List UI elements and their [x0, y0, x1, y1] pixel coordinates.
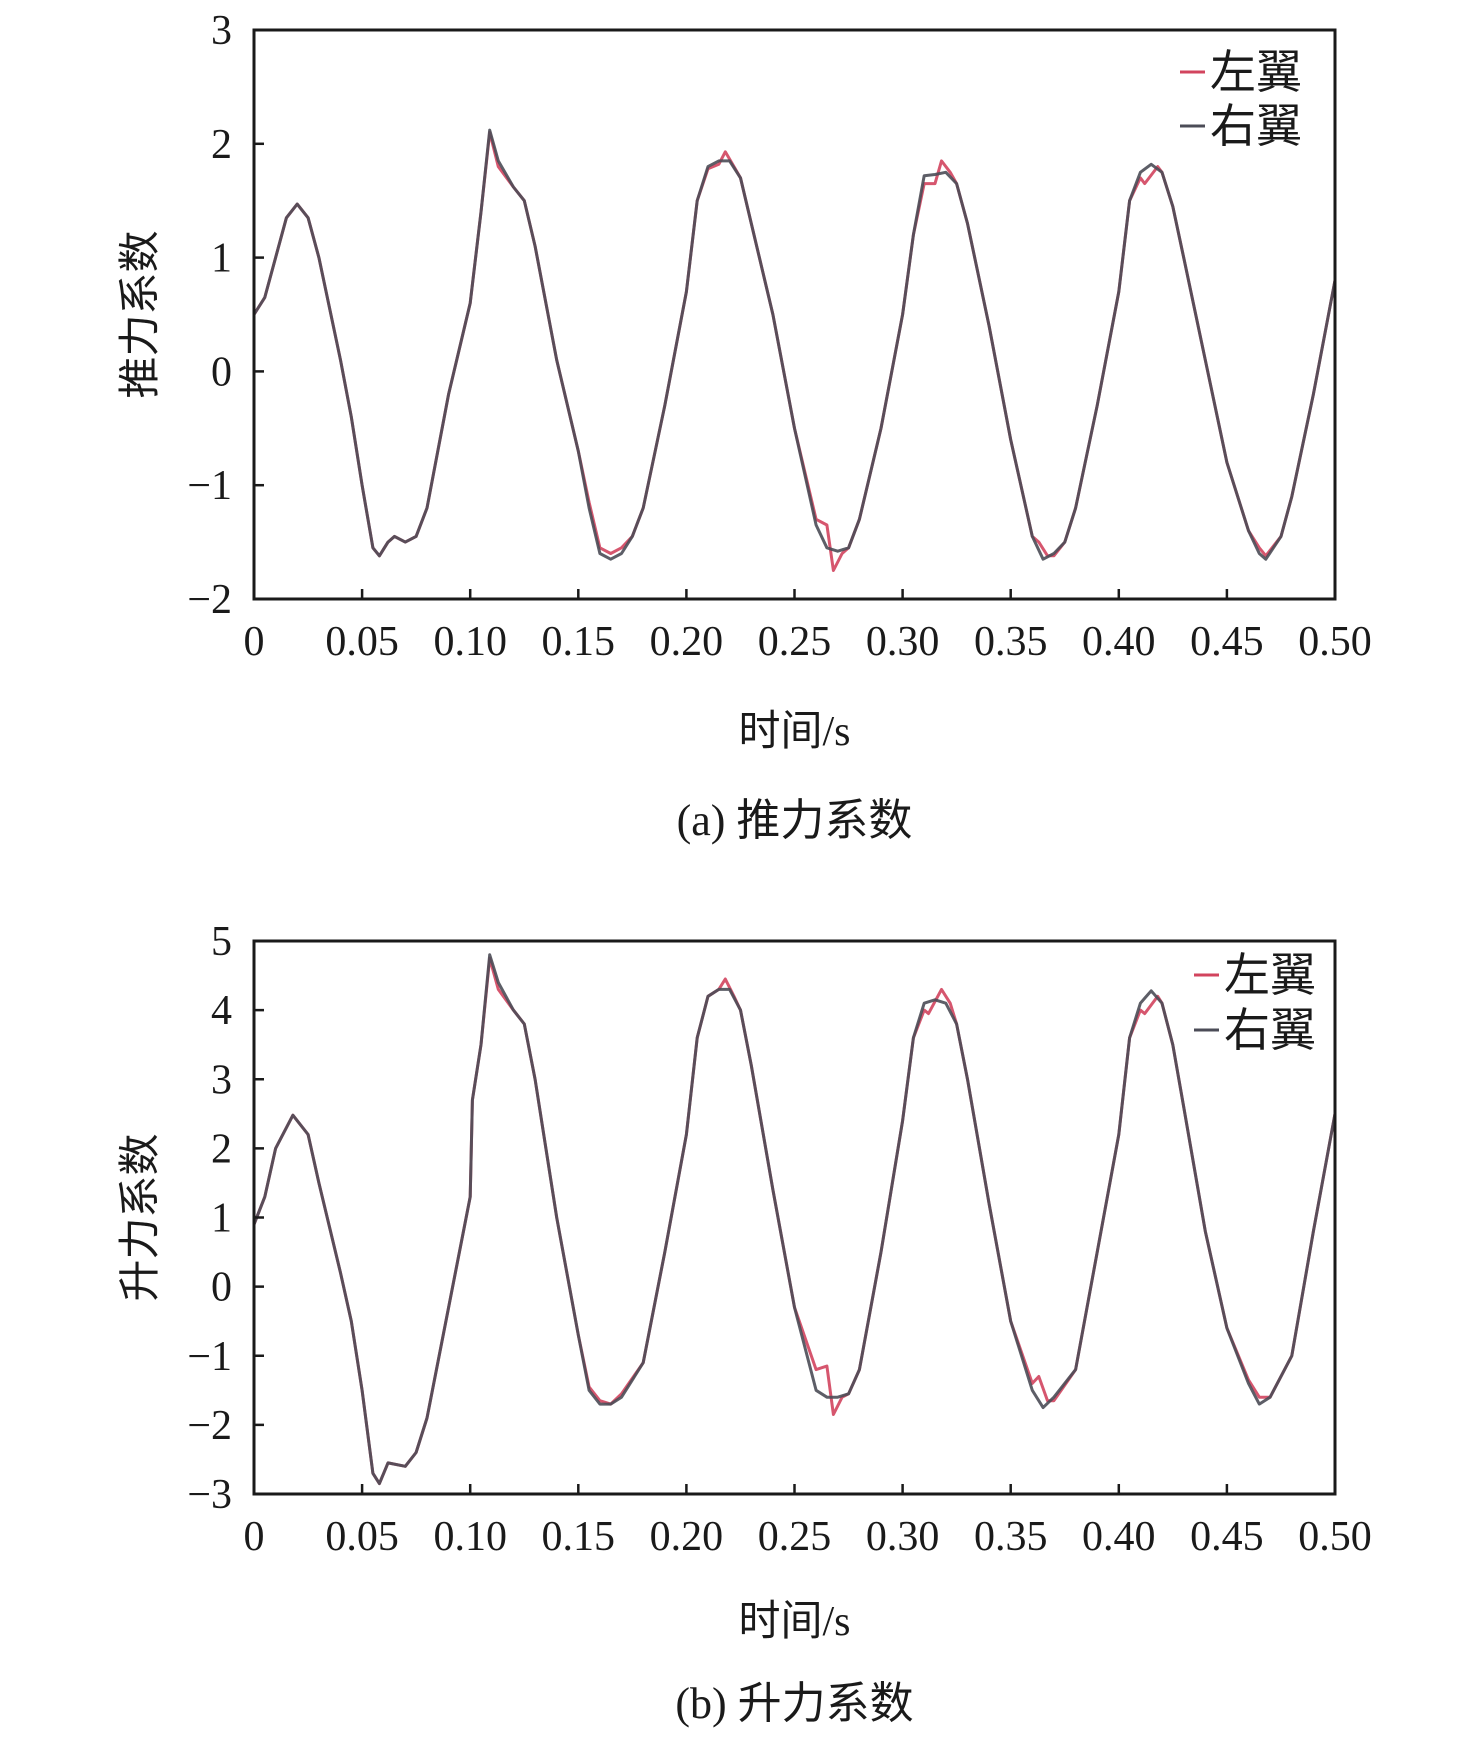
legend-label: 右翼 — [1224, 1005, 1316, 1056]
x-tick-label: 0.30 — [866, 619, 940, 665]
x-tick-label: 0.45 — [1190, 1514, 1264, 1560]
y-tick-label: 0 — [211, 1265, 232, 1311]
y-tick-label: 4 — [211, 988, 232, 1034]
y-tick-label: 5 — [211, 919, 232, 965]
chart-lift: 0 0.05 0.10 0.15 0.20 0.25 0.30 0.35 0.40 0.45 0.5… — [118, 919, 1372, 1728]
figure-caption: (b) 升力系数 — [675, 1679, 913, 1728]
y-tick-label: −3 — [187, 1472, 232, 1518]
x-tick-label: 0 — [244, 1514, 265, 1560]
figure-caption: (a) 推力系数 — [677, 796, 913, 845]
y-tick-label: 2 — [211, 122, 232, 168]
legend-label: 左翼 — [1224, 950, 1316, 1001]
x-tick-label: 0.50 — [1298, 1514, 1372, 1560]
x-tick-label: 0.25 — [758, 1514, 832, 1560]
series-line-right-wing — [252, 128, 1337, 561]
y-tick-label: −1 — [187, 1334, 232, 1380]
legend-label: 右翼 — [1210, 101, 1302, 152]
y-tick-label: −1 — [187, 463, 232, 509]
series-line-left-wing — [252, 956, 1337, 1486]
x-tick-label: 0.05 — [325, 1514, 399, 1560]
x-tick-label: 0.10 — [433, 619, 507, 665]
x-tick-label: 0.40 — [1082, 619, 1156, 665]
x-tick-label: 0.40 — [1082, 1514, 1156, 1560]
x-tick-label: 0.05 — [325, 619, 399, 665]
legend-label: 左翼 — [1210, 47, 1302, 98]
x-tick-label: 0.35 — [974, 1514, 1048, 1560]
x-tick-label: 0.30 — [866, 1514, 940, 1560]
plot-frame — [252, 28, 1337, 601]
x-tick-label: 0.15 — [542, 1514, 616, 1560]
x-tick-label: 0.25 — [758, 619, 832, 665]
x-tick-label: 0.35 — [974, 619, 1048, 665]
y-tick-label: 3 — [211, 1057, 232, 1103]
chart-thrust: 0 0.05 0.10 0.15 0.20 0.25 0.30 0.35 0.40 0.45 0.5… — [118, 8, 1372, 845]
plot-frame — [252, 939, 1337, 1496]
x-axis-label: 时间/s — [738, 1599, 850, 1645]
y-tick-label: 1 — [211, 1196, 232, 1242]
x-axis-label: 时间/s — [738, 709, 850, 755]
x-tick-label: 0.10 — [433, 1514, 507, 1560]
x-tick-label: 0.20 — [650, 1514, 724, 1560]
x-tick-label: 0 — [244, 619, 265, 665]
x-tick-label: 0.20 — [650, 619, 724, 665]
series-line-left-wing — [252, 130, 1337, 572]
y-tick-label: −2 — [187, 1403, 232, 1449]
x-tick-label: 0.45 — [1190, 619, 1264, 665]
x-tick-label: 0.50 — [1298, 619, 1372, 665]
y-axis-label: 推力系数 — [118, 230, 164, 398]
series-line-right-wing — [252, 953, 1337, 1486]
y-tick-label: 0 — [211, 349, 232, 395]
y-axis-label: 升力系数 — [118, 1133, 164, 1301]
y-tick-label: 2 — [211, 1126, 232, 1172]
y-tick-label: 3 — [211, 8, 232, 54]
y-tick-label: 1 — [211, 236, 232, 282]
y-tick-label: −2 — [187, 577, 232, 623]
x-tick-label: 0.15 — [542, 619, 616, 665]
